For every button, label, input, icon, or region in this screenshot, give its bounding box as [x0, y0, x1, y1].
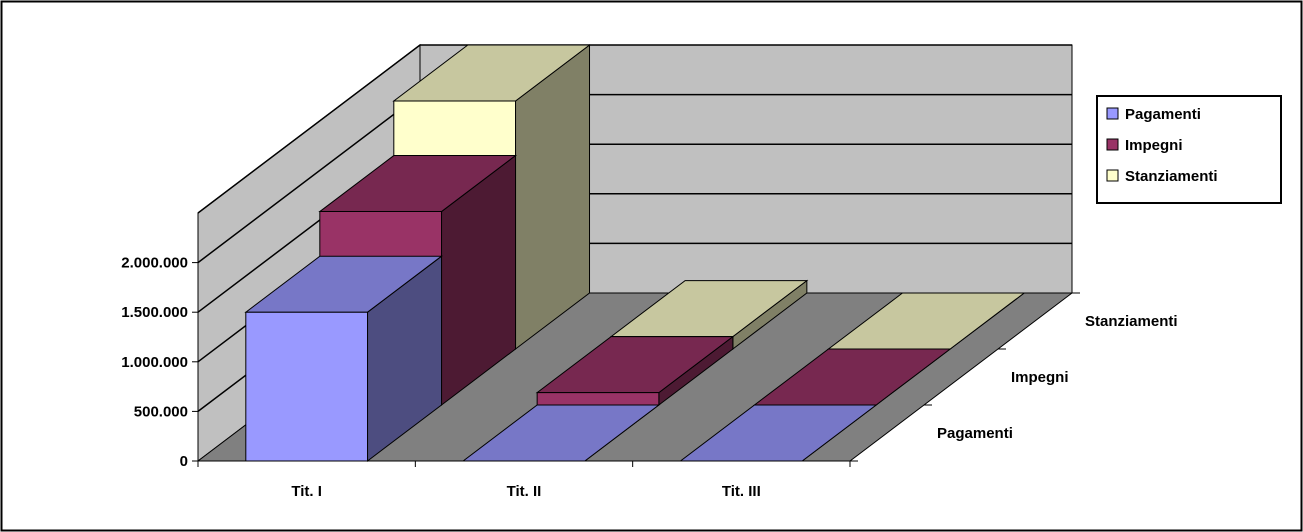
- legend-swatch: [1106, 107, 1119, 120]
- depth-label: Impegni: [1011, 369, 1069, 386]
- legend-label: Impegni: [1125, 137, 1183, 154]
- bar[interactable]: [535, 335, 735, 407]
- depth-label: Stanziamenti: [1085, 313, 1178, 330]
- legend-label: Stanziamenti: [1125, 168, 1218, 185]
- bar[interactable]: [244, 255, 444, 463]
- category-label: Tit. II: [507, 483, 542, 500]
- bar[interactable]: [461, 404, 661, 462]
- category-label: Tit. III: [722, 483, 761, 500]
- category-label: Tit. I: [291, 483, 322, 500]
- depth-label: Pagamenti: [937, 425, 1013, 442]
- legend-swatch: [1106, 169, 1119, 182]
- bar-front: [245, 311, 369, 462]
- legend-item[interactable]: Pagamenti: [1106, 106, 1201, 123]
- legend-item[interactable]: Impegni: [1106, 137, 1183, 154]
- y-tick-label: 2.000.000: [121, 255, 188, 272]
- gridline: [197, 44, 1072, 214]
- legend-swatch: [1106, 138, 1119, 151]
- y-tick-label: 1.000.000: [121, 354, 188, 371]
- legend-label: Pagamenti: [1125, 106, 1201, 123]
- bar-front: [536, 392, 660, 406]
- legend-box: [1096, 95, 1282, 204]
- legend-item[interactable]: Stanziamenti: [1106, 168, 1218, 185]
- bars: [244, 43, 1026, 463]
- axis-labels: 0 500.000 1.000.000 1.500.000 2.000.000 Tit. …: [121, 255, 1177, 500]
- legend[interactable]: Pagamenti Impegni Stanziamenti: [1096, 95, 1282, 204]
- y-tick-label: 0: [180, 453, 188, 470]
- bar[interactable]: [678, 404, 878, 462]
- axes: [192, 213, 1080, 467]
- y-tick-label: 1.500.000: [121, 304, 188, 321]
- y-tick-label: 500.000: [134, 403, 188, 420]
